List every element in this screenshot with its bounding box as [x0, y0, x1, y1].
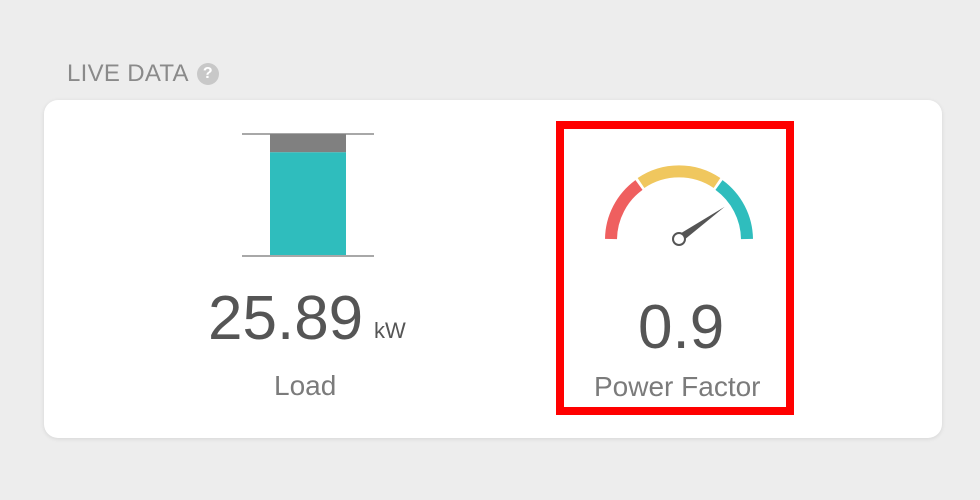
power-factor-widget[interactable]: 0.9 Power Factor	[556, 121, 794, 415]
gauge-segment-high	[715, 180, 753, 240]
load-widget: 25.89 kW Load	[184, 100, 434, 438]
power-factor-value: 0.9	[638, 293, 725, 362]
load-unit: kW	[374, 318, 406, 343]
load-bar-indicator	[242, 133, 374, 257]
gauge-segment-low	[605, 180, 643, 240]
power-factor-gauge	[605, 165, 753, 246]
live-data-card: 25.89 kW Load 0.9 Power Factor	[44, 100, 942, 438]
load-bar-remainder	[270, 134, 346, 153]
help-icon[interactable]: ?	[196, 63, 219, 85]
load-value: 25.89	[208, 284, 364, 353]
load-bar-fill	[270, 152, 346, 256]
gauge-segment-mid	[637, 165, 721, 189]
gauge-needle	[672, 206, 725, 246]
power-factor-label: Power Factor	[594, 371, 761, 402]
section-title: LIVE DATA	[67, 60, 189, 87]
section-header: LIVE DATA ?	[67, 60, 219, 88]
load-label: Load	[274, 370, 337, 401]
